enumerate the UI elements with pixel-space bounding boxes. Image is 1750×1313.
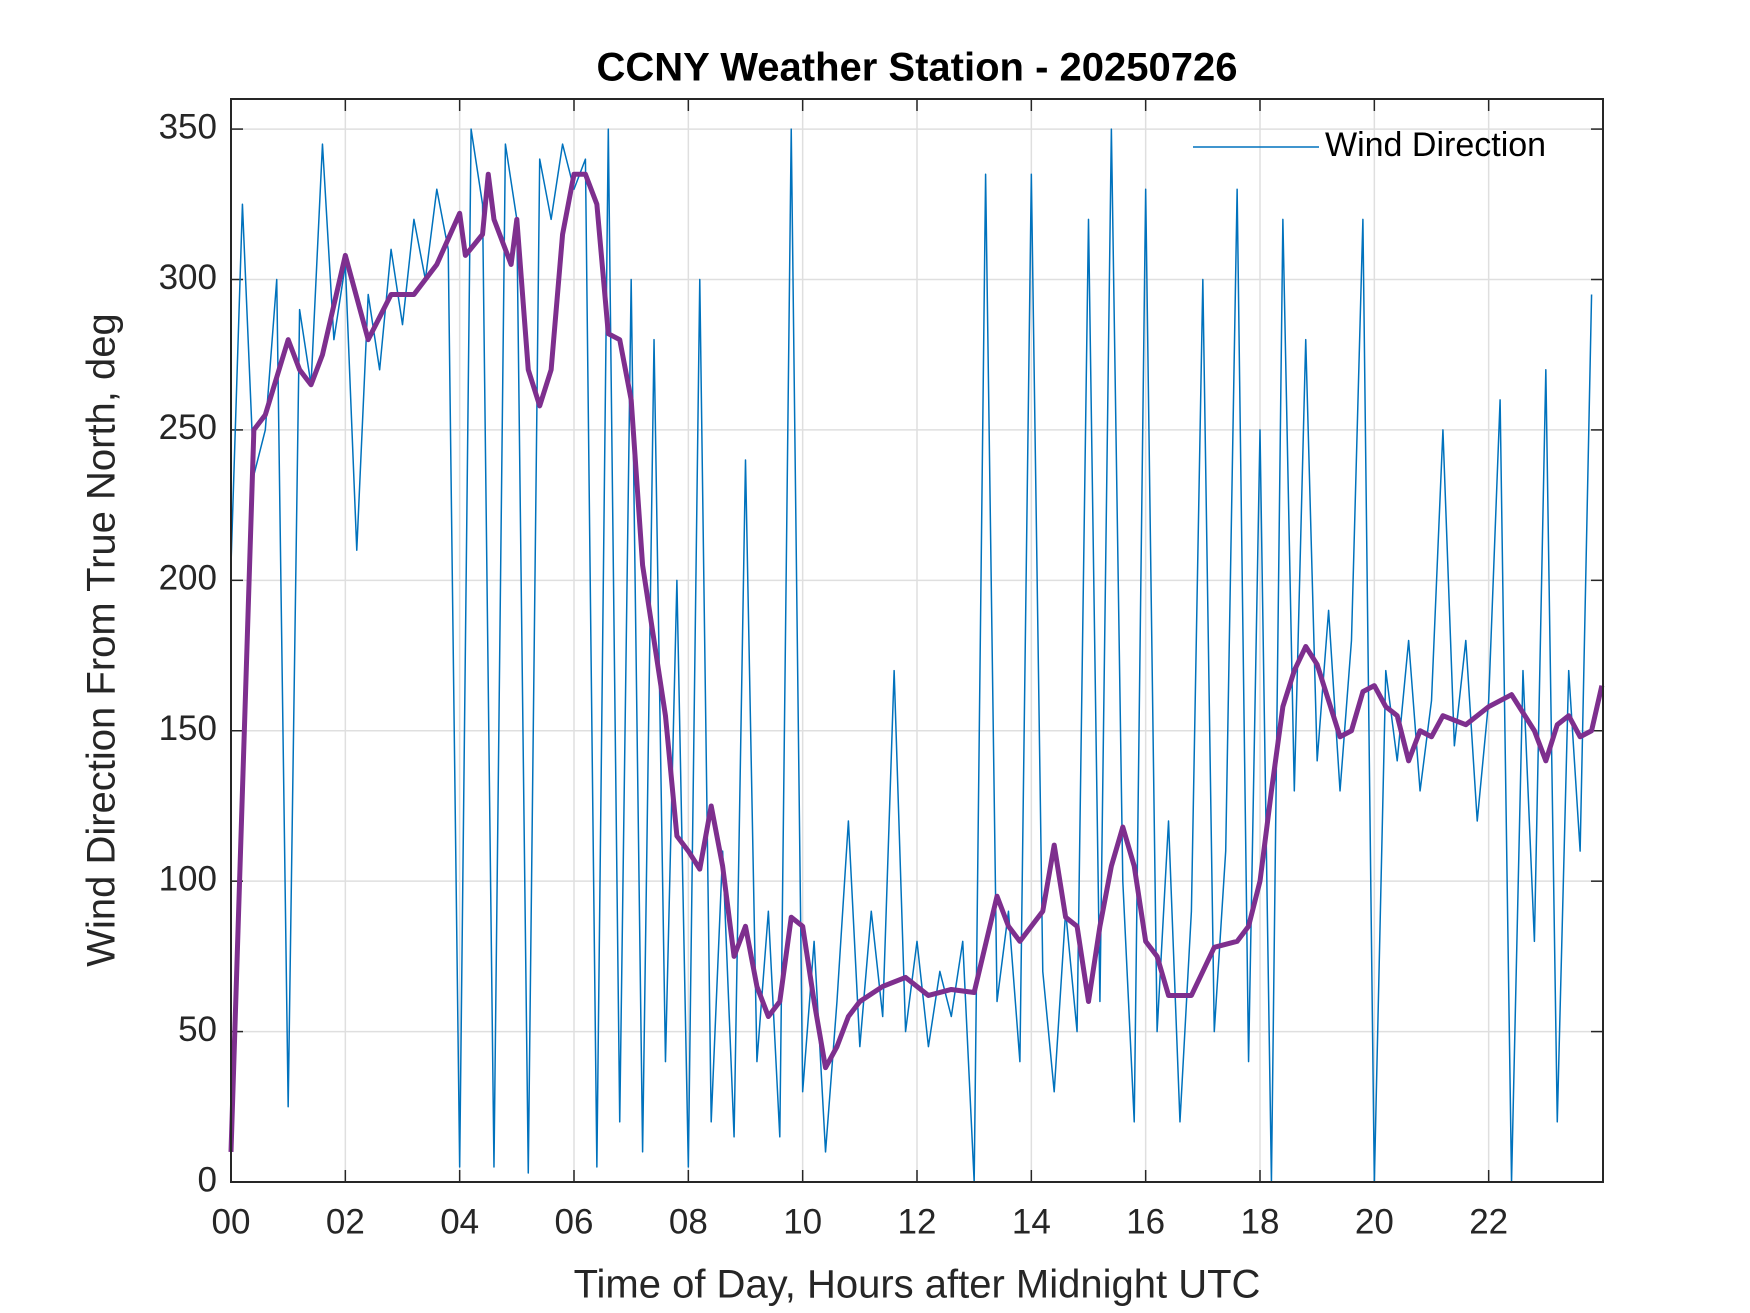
- y-tick-label: 200: [159, 559, 217, 598]
- y-tick-label: 150: [159, 709, 217, 748]
- y-tick-label: 100: [159, 859, 217, 898]
- x-tick-label: 06: [555, 1202, 594, 1241]
- x-axis-label: Time of Day, Hours after Midnight UTC: [574, 1263, 1261, 1307]
- y-tick-label: 350: [159, 107, 217, 146]
- x-tick-label: 22: [1469, 1202, 1508, 1241]
- plot-frame: [230, 98, 1604, 1183]
- x-tick-label: 16: [1126, 1202, 1165, 1241]
- x-tick-label: 14: [1012, 1202, 1051, 1241]
- x-tick-label: 04: [440, 1202, 479, 1241]
- x-tick-label: 10: [783, 1202, 822, 1241]
- x-tick-label: 02: [326, 1202, 365, 1241]
- x-tick-label: 20: [1355, 1202, 1394, 1241]
- y-tick-label: 250: [159, 408, 217, 447]
- y-tick-label: 300: [159, 258, 217, 297]
- x-tick-label: 18: [1241, 1202, 1280, 1241]
- chart-title: CCNY Weather Station - 20250726: [597, 46, 1238, 90]
- legend-label: Wind Direction: [1325, 126, 1546, 164]
- x-tick-label: 00: [212, 1202, 251, 1241]
- data-line: [230, 128, 1593, 1183]
- x-tick-label: 08: [669, 1202, 708, 1241]
- x-tick-label: 12: [898, 1202, 937, 1241]
- legend: Wind Direction: [1193, 126, 1546, 164]
- y-axis-label: Wind Direction From True North, deg: [80, 313, 124, 967]
- data-line: [228, 171, 1605, 1152]
- y-tick-label: 50: [178, 1010, 217, 1049]
- y-tick-label: 0: [198, 1160, 217, 1199]
